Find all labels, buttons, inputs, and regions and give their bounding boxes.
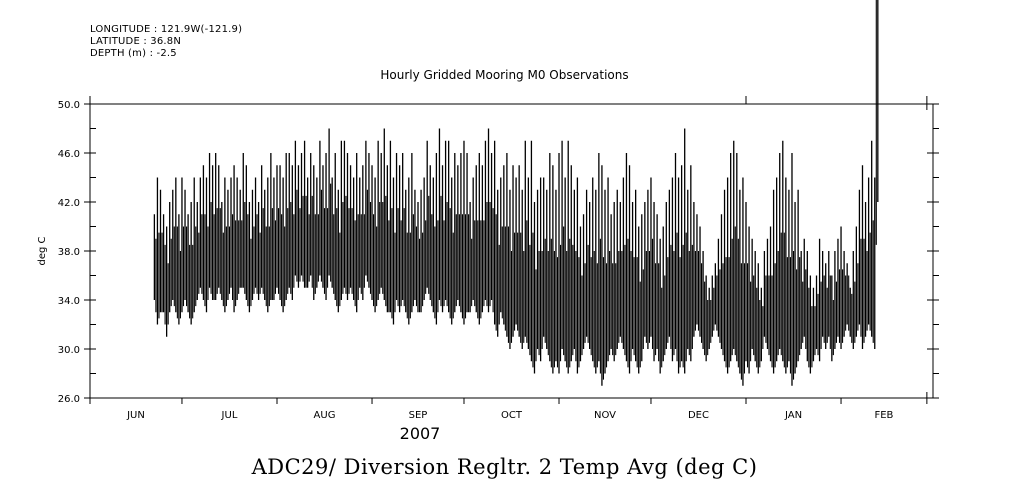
x-month-label: JAN xyxy=(784,410,802,421)
longitude-label: LONGITUDE : 121.9W(-121.9) xyxy=(90,24,243,35)
y-tick-label: 42.0 xyxy=(58,198,80,209)
x-month-label: JUL xyxy=(221,410,238,421)
x-month-label: DEC xyxy=(688,410,709,421)
latitude-label: LATITUDE : 36.8N xyxy=(90,36,182,47)
x-month-label: AUG xyxy=(314,410,336,421)
x-month-label: JUN xyxy=(126,410,145,421)
x-month-label: FEB xyxy=(874,410,893,421)
x-month-label: SEP xyxy=(409,410,428,421)
y-tick-label: 30.0 xyxy=(58,345,80,356)
main-title: ADC29/ Diversion Regltr. 2 Temp Avg (deg… xyxy=(251,455,758,479)
y-axis-label: deg C xyxy=(37,236,48,265)
x-axis: JUN JUL AUG SEP OCT NOV DEC JAN FEB xyxy=(89,96,928,421)
x-month-label: NOV xyxy=(594,410,616,421)
plot-title: Hourly Gridded Mooring M0 Observations xyxy=(380,68,629,82)
y-tick-label: 34.0 xyxy=(58,296,80,307)
y-tick-label: 38.0 xyxy=(58,247,80,258)
x-axis-year-label: 2007 xyxy=(399,424,441,443)
y-tick-label: 50.0 xyxy=(58,100,80,111)
y-tick-label: 26.0 xyxy=(58,394,80,405)
depth-label: DEPTH (m) : -2.5 xyxy=(90,48,177,59)
data-series xyxy=(153,0,879,386)
y-tick-label: 46.0 xyxy=(58,149,80,160)
x-month-label: OCT xyxy=(501,410,523,421)
y-axis: 26.0 30.0 34.0 38.0 42.0 46.0 50.0 xyxy=(58,100,939,405)
